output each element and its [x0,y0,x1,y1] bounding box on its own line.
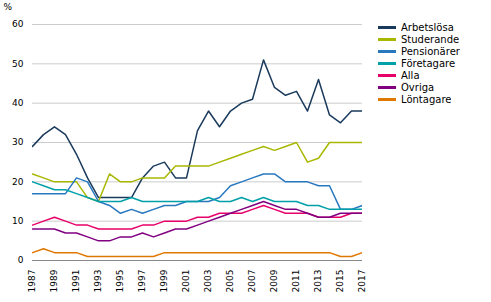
svg-text:10: 10 [12,216,24,226]
svg-text:2009: 2009 [269,269,279,292]
svg-text:1997: 1997 [137,270,147,293]
svg-text:2005: 2005 [225,270,235,293]
svg-text:60: 60 [12,19,24,29]
svg-text:20: 20 [12,177,24,187]
svg-text:1993: 1993 [93,270,103,293]
html-text:Alla: Alla [401,70,420,81]
svg-text:30: 30 [12,137,24,147]
html-text:Övriga: Övriga [401,82,435,93]
svg-text:1991: 1991 [71,270,81,293]
svg-text:2015: 2015 [335,270,345,293]
svg-text:1999: 1999 [159,269,169,292]
svg-text:%: % [4,2,13,12]
svg-text:2013: 2013 [313,270,323,293]
svg-text:40: 40 [12,98,24,108]
svg-text:1989: 1989 [49,269,59,292]
svg-text:2011: 2011 [291,270,301,293]
html-text:Löntagare: Löntagare [401,94,452,105]
html-text:Företagare: Företagare [401,58,456,69]
svg-text:50: 50 [12,59,24,69]
svg-text:2001: 2001 [181,270,191,293]
svg-text:2003: 2003 [203,270,213,293]
svg-text:1987: 1987 [27,270,37,293]
svg-text:2017: 2017 [357,270,367,293]
html-text:Arbetslösa: Arbetslösa [401,22,454,33]
svg-text:0: 0 [18,255,24,265]
html-text:Studerande: Studerande [401,34,460,45]
html-text:Pensionärer: Pensionärer [401,46,460,57]
svg-text:2007: 2007 [247,270,257,293]
svg-text:1995: 1995 [115,270,125,293]
